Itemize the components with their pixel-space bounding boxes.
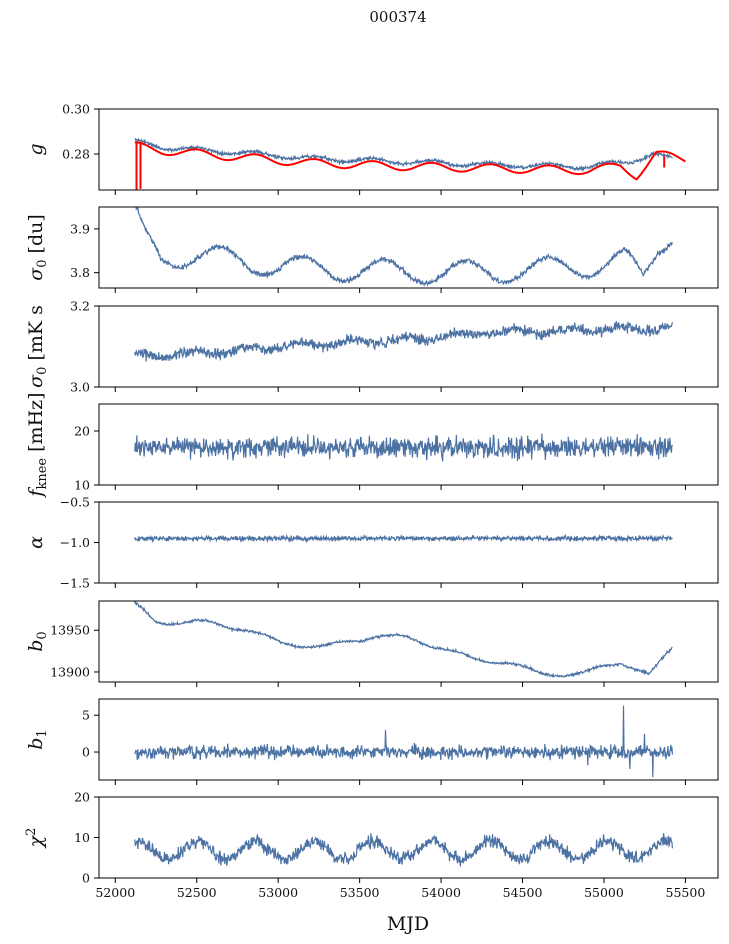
xtick-label-6: 55000 [584, 885, 624, 900]
panel-fknee: 10 20 fknee [mHz] [25, 392, 719, 499]
ytick-label-sigma0-0: 3.8 [70, 265, 90, 280]
ytick-label-b1-0: 0 [82, 745, 90, 760]
axes-frame-b0 [98, 600, 719, 683]
xtick-label-2: 53000 [258, 885, 298, 900]
axes-frame-chi2 [98, 796, 719, 879]
series-line-b0 [134, 601, 673, 679]
x-axis-label: MJD [387, 913, 429, 935]
ytick-label-fknee-1: 20 [74, 424, 90, 439]
ytick-label-alpha-2: −0.5 [60, 495, 90, 510]
axes-frame-sigma_wn [98, 305, 719, 388]
axes-frame-fknee [98, 403, 719, 486]
series-line-sigma_wn [134, 320, 673, 362]
series-line-b1 [134, 705, 673, 778]
ytick-label-chi2-0: 0 [82, 871, 90, 886]
ytick-label-chi2-1: 10 [74, 830, 90, 845]
axes-frame-sigma0 [98, 206, 719, 289]
panel-sigma0: 3.8 3.9 σ0 [du] [25, 206, 719, 293]
ylabel-b0: b0 [25, 631, 50, 651]
ytick-label-sigma_wn-1: 3.2 [70, 299, 90, 314]
series-line-fknee [134, 433, 673, 462]
ylabel-sigma_wn: σ0 [mK s [25, 305, 50, 388]
series-line-alpha [134, 533, 673, 544]
axes-frame-b1 [98, 698, 719, 781]
ytick-label-chi2-2: 20 [74, 790, 90, 805]
xtick-label-5: 54500 [503, 885, 543, 900]
ytick-label-alpha-0: −1.5 [60, 576, 90, 591]
model-line-g [134, 141, 686, 190]
ytick-label-fknee-0: 10 [74, 478, 90, 493]
panel-alpha: −1.5 −1.0 −0.5 α [25, 495, 719, 591]
ylabel-alpha: α [25, 536, 47, 549]
ytick-label-sigma0-1: 3.9 [70, 221, 90, 236]
ytick-label-b0-1: 13950 [50, 623, 90, 638]
panel-chi2: 0 10 20 52000 52500 53000 53500 54000 54500 55000… [24, 790, 719, 900]
ytick-label-b0-0: 13900 [50, 664, 90, 679]
panel-sigma_wn: 3.0 3.2 σ0 [mK s [25, 299, 719, 395]
axes-frame-alpha [98, 501, 719, 584]
ylabel-fknee: fknee [mHz] [25, 392, 50, 498]
xtick-label-3: 53500 [340, 885, 380, 900]
figure-title: 000374 [369, 8, 426, 26]
ytick-label-b1-1: 5 [82, 708, 90, 723]
ytick-label-g-0: 0.28 [62, 147, 90, 162]
panel-g: 0.28 0.30 g [25, 102, 719, 195]
ylabel-chi2: χ2 [24, 828, 47, 850]
ylabel-g: g [25, 143, 47, 155]
ylabel-b1: b1 [25, 729, 50, 749]
series-line-g [134, 137, 673, 172]
axes-frame-g [98, 108, 719, 191]
xtick-label-0: 52000 [95, 885, 135, 900]
series-line-chi2 [134, 832, 673, 867]
xtick-label-1: 52500 [177, 885, 217, 900]
xtick-label-4: 54000 [421, 885, 461, 900]
series-line-sigma0 [135, 207, 673, 287]
ytick-label-sigma_wn-0: 3.0 [70, 380, 90, 395]
panels-group: 0.28 0.30 g 3.8 3.9 σ0 [du] 3.0 3.2 σ0 [mK s 10 20… [24, 102, 719, 900]
ylabel-sigma0: σ0 [du] [25, 214, 50, 281]
ytick-label-alpha-1: −1.0 [60, 535, 90, 550]
panel-b1: 0 5 b1 [25, 698, 719, 785]
xtick-label-7: 55500 [666, 885, 706, 900]
ytick-label-g-1: 0.30 [62, 102, 90, 117]
